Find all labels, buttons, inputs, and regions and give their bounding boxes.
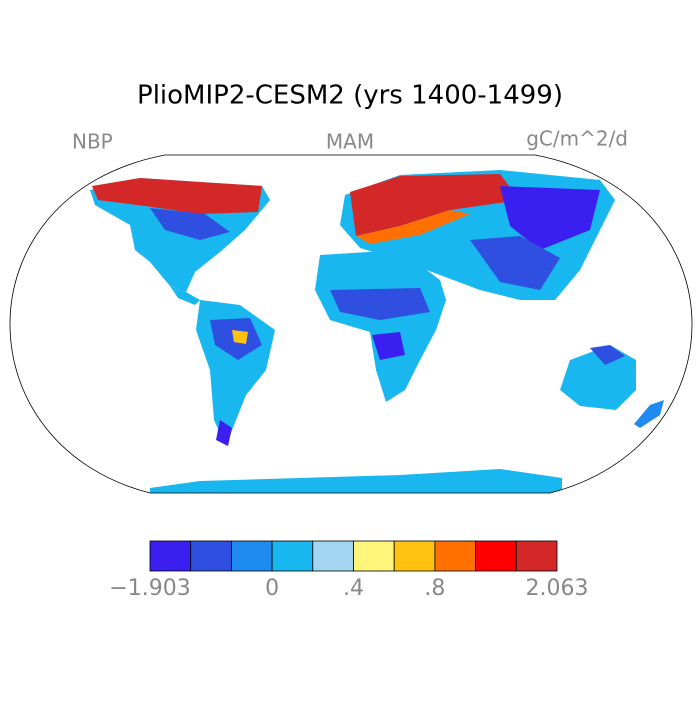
eurasia-band-2 bbox=[356, 210, 470, 244]
africa-patch-2 bbox=[372, 332, 405, 360]
new-zealand bbox=[634, 400, 664, 428]
siberia bbox=[500, 186, 600, 250]
colorbar-box bbox=[230, 540, 273, 572]
eurasia-band bbox=[350, 174, 520, 236]
colorbar-box bbox=[312, 540, 354, 572]
colorbar-box bbox=[149, 540, 192, 572]
colorbar-box bbox=[271, 540, 314, 572]
colorbar-box bbox=[393, 540, 436, 572]
colorbar-label: −1.903 bbox=[109, 576, 190, 601]
north-america-patch bbox=[150, 208, 230, 240]
australia-patch bbox=[590, 345, 625, 365]
asia-patch bbox=[470, 236, 560, 290]
antarctica bbox=[150, 469, 562, 493]
colorbar: −1.903 0 .4 .8 2.063 bbox=[109, 540, 589, 601]
australia bbox=[560, 345, 636, 410]
colorbar-box bbox=[434, 540, 476, 572]
map-outline bbox=[9, 154, 693, 494]
africa bbox=[315, 250, 446, 402]
colorbar-label: .8 bbox=[424, 576, 445, 601]
south-america-hot bbox=[232, 330, 248, 344]
colorbar-label: .4 bbox=[343, 576, 364, 601]
colorbar-box bbox=[190, 540, 232, 572]
season-label: MAM bbox=[326, 130, 374, 154]
land bbox=[90, 170, 664, 493]
map-title: PlioMIP2-CESM2 (yrs 1400-1499) bbox=[137, 81, 563, 111]
central-america bbox=[170, 286, 200, 305]
units-label: gC/m^2/d bbox=[526, 127, 628, 151]
variable-label: NBP bbox=[72, 130, 113, 154]
south-america-tip bbox=[216, 420, 232, 446]
africa-patch bbox=[330, 288, 430, 320]
north-america-band bbox=[92, 178, 262, 214]
colorbar-label: 2.063 bbox=[526, 576, 589, 601]
colorbar-box bbox=[353, 540, 395, 572]
colorbar-box bbox=[475, 540, 517, 572]
colorbar-label: 0 bbox=[265, 576, 279, 601]
colorbar-box bbox=[515, 540, 558, 572]
